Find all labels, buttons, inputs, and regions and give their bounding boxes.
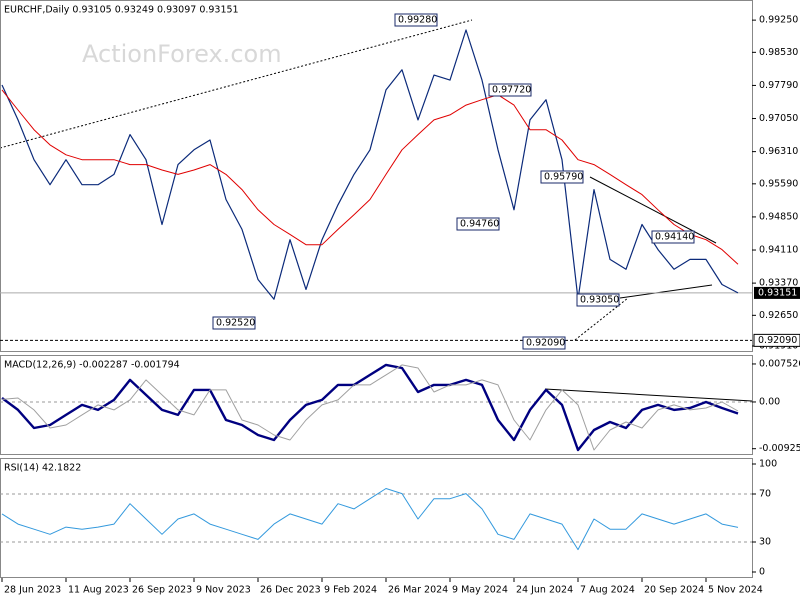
level-label-box xyxy=(394,13,438,27)
x-tick-label: 26 Mar 2024 xyxy=(388,585,448,596)
y-tick-label: 0.98530 xyxy=(759,47,798,58)
level-label: 0.92090 xyxy=(526,338,565,349)
series-line xyxy=(1,89,739,265)
y-tick-label: 0.97050 xyxy=(759,113,798,124)
level-label: 0.94140 xyxy=(655,232,694,243)
panel-frame xyxy=(0,355,753,455)
x-tick-label: 28 Jun 2023 xyxy=(4,585,61,596)
level-label: 0.99280 xyxy=(398,15,437,26)
x-tick-label: 5 Nov 2024 xyxy=(708,585,763,596)
panel-frame xyxy=(0,458,753,578)
y-tick-label: 30 xyxy=(759,537,771,548)
level-label-box xyxy=(651,230,695,244)
panel-title: RSI(14) 42.1822 xyxy=(4,463,81,474)
y-tick-label: 0.00 xyxy=(759,396,780,407)
series-line xyxy=(1,29,739,300)
y-tick-label: 0.94850 xyxy=(759,211,798,222)
level-label: 0.92520 xyxy=(216,318,255,329)
x-tick-label: 11 Aug 2023 xyxy=(68,585,129,596)
last-price-label: 0.93151 xyxy=(758,287,797,298)
support-label-box xyxy=(753,333,800,347)
level-label-box xyxy=(522,336,566,350)
series-line xyxy=(1,488,739,551)
level-label: 0.94760 xyxy=(460,219,499,230)
panel-frame xyxy=(0,0,753,352)
y-tick-label: 0.96310 xyxy=(759,146,798,157)
y-tick-label: 0.94110 xyxy=(759,245,798,256)
level-label-box xyxy=(576,293,620,307)
series-line xyxy=(1,363,739,452)
x-tick-label: 20 Sep 2024 xyxy=(644,585,704,596)
x-tick-label: 9 May 2024 xyxy=(452,585,508,596)
y-tick-label: 0.92650 xyxy=(759,310,798,321)
y-tick-label: 0.97790 xyxy=(759,80,798,91)
x-tick-label: 7 Aug 2024 xyxy=(580,585,635,596)
trend-line xyxy=(0,19,473,149)
level-label: 0.95790 xyxy=(544,172,583,183)
trend-line xyxy=(544,388,753,402)
x-tick-label: 9 Nov 2023 xyxy=(196,585,251,596)
x-tick-label: 9 Feb 2024 xyxy=(324,585,377,596)
series-line xyxy=(1,364,739,451)
support-label: 0.92090 xyxy=(758,335,797,346)
level-label-box xyxy=(488,83,532,97)
y-tick-label: 0.007526 xyxy=(759,358,800,369)
level-label-box xyxy=(212,316,256,330)
y-tick-label: 0.93370 xyxy=(759,278,798,289)
y-tick-label: 0.99250 xyxy=(759,15,798,26)
panel-title: EURCHF,Daily 0.93105 0.93249 0.93097 0.9… xyxy=(4,5,239,16)
level-label-box xyxy=(540,170,584,184)
panel-title: MACD(12,26,9) -0.002287 -0.001794 xyxy=(4,360,180,371)
level-label: 0.93050 xyxy=(580,295,619,306)
level-label: 0.97720 xyxy=(492,85,531,96)
x-tick-label: 26 Sep 2023 xyxy=(132,585,192,596)
trend-line xyxy=(589,176,717,244)
y-tick-label: 70 xyxy=(759,489,771,500)
watermark: ActionForex.com xyxy=(82,40,282,68)
trend-line xyxy=(619,284,713,299)
last-price-box xyxy=(754,286,800,299)
y-tick-label: 0.95590 xyxy=(759,178,798,189)
y-tick-label: 0 xyxy=(759,567,765,578)
y-tick-label: 100 xyxy=(759,459,777,470)
x-tick-label: 24 Jun 2024 xyxy=(516,585,573,596)
level-label-box xyxy=(456,217,500,231)
y-tick-label: -0.009252 xyxy=(759,443,800,454)
x-tick-label: 26 Dec 2023 xyxy=(260,585,321,596)
